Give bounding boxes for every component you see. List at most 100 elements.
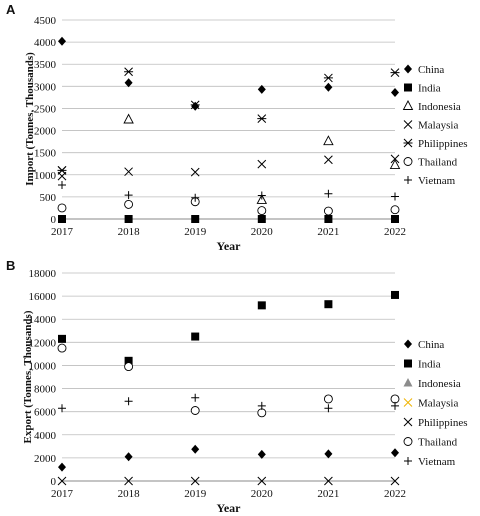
data-point [124,476,133,486]
legend-item: Malaysia [403,120,458,132]
data-point [257,84,266,94]
data-point [124,215,133,223]
series-philippines [57,67,400,175]
data-point [58,36,66,46]
data-point [57,476,67,486]
series-philippines [57,476,400,486]
panel-label: B [6,258,15,273]
data-point [391,290,399,299]
legend-item: Malaysia [403,398,458,410]
legend-label: Philippines [418,138,468,150]
data-point [124,199,134,209]
legend-item: India [404,83,441,95]
data-point [391,88,399,98]
panel-label: A [6,2,16,17]
data-point [124,191,133,200]
data-point [57,166,67,175]
legend-item: China [404,339,444,351]
y-tick-label: 1500 [34,148,57,160]
legend-label: Malaysia [418,120,458,132]
y-tick-label: 2000 [34,126,57,138]
legend-label: Vietnam [418,456,456,468]
data-point [323,73,333,83]
legend-label: China [418,339,444,351]
data-point [191,332,200,341]
data-point [124,67,134,77]
legend-item: Indonesia [402,100,461,113]
legend-label: Malaysia [418,398,458,410]
legend-label: China [418,64,444,76]
legend-label: Philippines [418,417,468,429]
y-tick-label: 4500 [34,15,57,27]
legend-marker [404,339,412,349]
data-point [124,356,133,365]
legend-label: Thailand [418,157,458,169]
legend-item: Thailand [403,157,458,169]
data-point [323,394,333,404]
chart-panel-b: B 0 2000 4000 6000 8000 10000 12000 14000 16000 18… [6,258,468,515]
series-thailand [57,197,400,216]
data-point [257,114,267,123]
data-point [57,343,67,353]
y-tick-label: 500 [40,192,57,204]
data-point [390,205,400,215]
y-tick-label: 4000 [34,37,57,49]
data-point [191,393,200,402]
data-point [124,78,133,88]
data-point [190,406,200,415]
data-point [391,215,399,223]
legend-item: Philippines [403,417,468,429]
legend: China India Indonesia Malaysia Philippines Th… [402,64,468,187]
data-point [324,189,333,198]
data-point [390,476,400,486]
data-point [257,215,266,223]
series-india [58,290,399,365]
data-point [124,167,133,177]
legend-marker [403,398,413,407]
data-point [124,452,133,462]
data-point [256,194,268,204]
data-point [257,191,266,200]
legend-item: Indonesia [403,378,461,390]
series-vietnam [58,393,399,413]
data-point [391,192,399,201]
x-tick-label: 2021 [317,226,339,238]
data-point [324,155,333,165]
series-india [58,215,399,223]
legend-marker [404,83,412,92]
y-tick-label: 4000 [34,430,57,442]
y-axis-title: Import (Tonnes, Thousands) [24,52,36,186]
y-axis-title: Export (Tonnes, Thousands) [22,310,34,443]
legend-marker [403,378,413,387]
data-point [257,408,267,418]
series-vietnam [58,180,399,202]
y-tick-label: 2000 [34,453,57,465]
data-point [257,206,267,216]
y-tick-label: 12000 [29,337,57,349]
legend-item: China [404,64,444,76]
x-tick-label: 2022 [384,488,406,500]
data-point [58,334,66,343]
data-point [190,167,200,177]
series-china [58,444,399,472]
y-tick-label: 2500 [34,103,57,115]
data-point [324,449,333,459]
legend-marker [403,437,413,446]
series-indonesia [123,113,401,204]
data-point [324,215,333,223]
legend-marker [404,176,412,184]
y-tick-label: 14000 [29,314,57,326]
data-point [123,113,134,124]
x-tick-label: 2019 [184,226,207,238]
data-point [324,404,333,413]
data-point [257,159,267,169]
data-point [124,362,134,372]
data-point [257,401,266,410]
legend-item: Philippines [403,138,468,150]
data-point [124,397,133,406]
legend: China India Indonesia Malaysia Philippines Th… [403,339,468,468]
legend-item: Thailand [403,437,458,449]
x-tick-label: 2018 [118,488,141,500]
chart-panel-a: A 0 500 1000 1500 2000 2500 3000 3500 4000 4500 201… [6,2,468,253]
